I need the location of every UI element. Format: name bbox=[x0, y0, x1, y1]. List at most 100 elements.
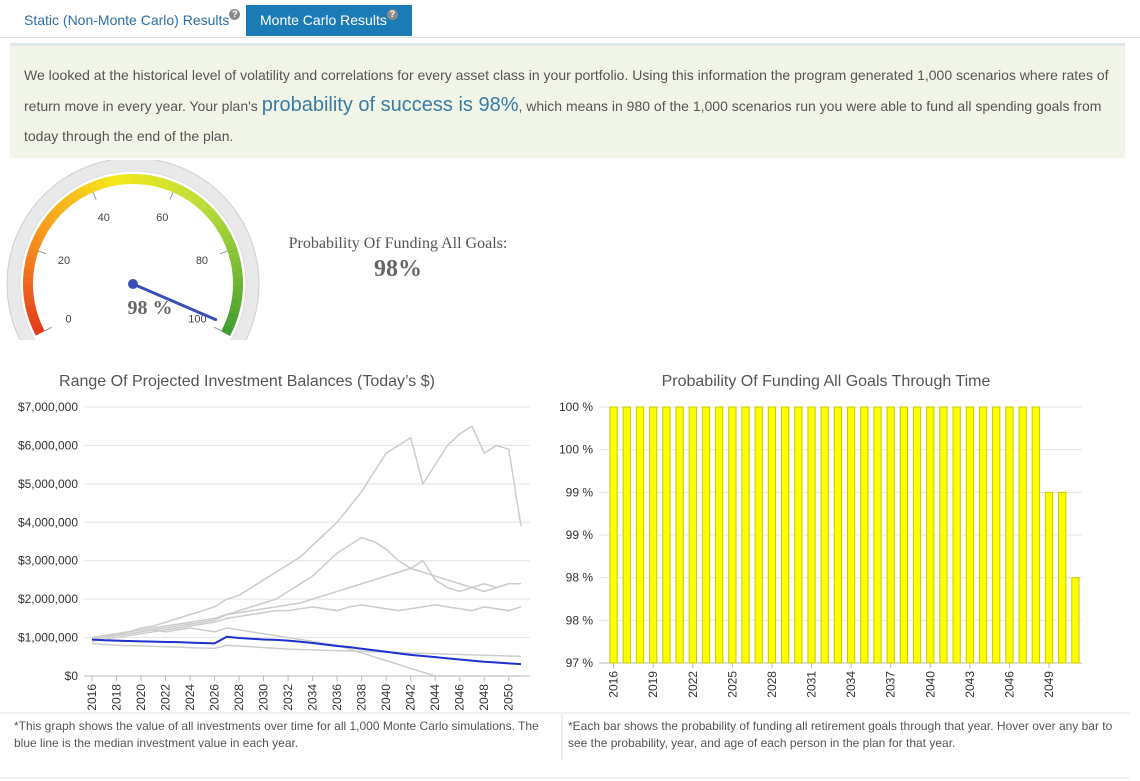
x-tick-label: 2038 bbox=[355, 684, 369, 711]
gauge-value-label: 98 % bbox=[128, 297, 173, 319]
bar bbox=[1071, 577, 1080, 664]
bar bbox=[754, 406, 763, 664]
bar bbox=[767, 406, 777, 664]
x-tick-label: 2031 bbox=[805, 671, 819, 698]
bar bbox=[741, 406, 750, 664]
y-tick-label: $1,000,000 bbox=[18, 631, 78, 645]
x-tick-label: 2046 bbox=[1002, 671, 1016, 698]
gauge-band bbox=[95, 178, 107, 190]
gauge-needle bbox=[131, 282, 218, 322]
bar bbox=[794, 406, 803, 664]
gauge-band bbox=[110, 174, 120, 187]
bar bbox=[780, 406, 790, 664]
gauge-band bbox=[173, 183, 185, 196]
gauge-band bbox=[231, 291, 243, 301]
help-icon[interactable]: ? bbox=[386, 9, 398, 20]
y-tick-label: $6,000,000 bbox=[18, 438, 78, 452]
x-tick-label: 2044 bbox=[428, 684, 442, 711]
x-tick-label: 2016 bbox=[85, 684, 99, 711]
bar bbox=[846, 406, 856, 664]
gauge-band bbox=[227, 247, 240, 259]
tab[interactable]: Static (Non-Monte Carlo) Results? bbox=[10, 5, 254, 36]
y-tick-label: 100 % bbox=[559, 400, 593, 414]
bar bbox=[662, 406, 671, 664]
tab-label: Monte Carlo Results bbox=[260, 12, 387, 28]
bar bbox=[912, 406, 922, 664]
gauge-tick-label: 80 bbox=[196, 255, 208, 267]
gauge-band bbox=[190, 194, 204, 207]
bar bbox=[1031, 406, 1040, 664]
x-tick-label: 2025 bbox=[725, 671, 739, 698]
x-tick-label: 2034 bbox=[844, 671, 858, 698]
gauge-band bbox=[47, 208, 60, 222]
gauge-band bbox=[224, 240, 238, 252]
gauge-band bbox=[32, 324, 45, 336]
gauge-band bbox=[38, 220, 52, 233]
bar bbox=[1058, 491, 1067, 664]
x-tick-label: 2019 bbox=[646, 671, 660, 698]
bar bbox=[926, 406, 935, 664]
gauge-band bbox=[185, 190, 198, 203]
gauge-band bbox=[146, 175, 156, 187]
gauge-band bbox=[222, 233, 235, 246]
bar bbox=[728, 406, 737, 664]
gauge-band bbox=[29, 240, 42, 252]
gauge-band bbox=[210, 214, 224, 228]
gauge-band bbox=[26, 247, 39, 258]
x-tick-label: 2032 bbox=[281, 684, 295, 711]
gauge-band bbox=[229, 255, 241, 265]
y-tick-label: 97 % bbox=[566, 656, 594, 670]
gauge-band bbox=[232, 269, 243, 279]
gauge-band bbox=[214, 221, 228, 233]
x-tick-label: 2040 bbox=[923, 671, 937, 698]
intro-text: We looked at the historical level of vol… bbox=[24, 67, 1109, 114]
series-line bbox=[91, 635, 522, 666]
y-tick-label: $3,000,000 bbox=[18, 554, 78, 568]
gauge-band bbox=[31, 233, 45, 245]
tab[interactable]: Monte Carlo Results? bbox=[246, 5, 412, 36]
x-tick-label: 2024 bbox=[183, 684, 197, 711]
bar bbox=[886, 406, 895, 664]
bar bbox=[635, 406, 645, 664]
gauge-band bbox=[23, 262, 36, 272]
bar bbox=[952, 406, 961, 664]
bar bbox=[860, 406, 869, 664]
x-tick-label: 2028 bbox=[765, 671, 779, 698]
bar bbox=[965, 406, 974, 664]
gauge-band bbox=[103, 176, 113, 188]
x-tick-label: 2036 bbox=[330, 684, 344, 711]
bar bbox=[715, 406, 724, 664]
gauge-tick-label: 40 bbox=[98, 212, 110, 224]
gauge-band bbox=[24, 298, 36, 308]
gauge-tick bbox=[44, 326, 53, 332]
gauge-band bbox=[42, 214, 56, 227]
series-line bbox=[91, 642, 522, 658]
needle-hub bbox=[128, 279, 138, 289]
gauge-tick-label: 20 bbox=[58, 255, 70, 267]
intro-box: We looked at the historical level of vol… bbox=[10, 43, 1125, 158]
y-tick-label: $7,000,000 bbox=[18, 400, 78, 414]
gauge-band bbox=[206, 209, 219, 222]
bar bbox=[807, 406, 816, 664]
help-icon[interactable]: ? bbox=[229, 9, 241, 20]
x-tick-label: 2030 bbox=[257, 684, 271, 711]
x-tick-label: 2022 bbox=[686, 671, 700, 698]
bar bbox=[873, 406, 882, 664]
summary-value: 98% bbox=[374, 256, 422, 282]
series-line bbox=[91, 559, 521, 639]
gauge-band bbox=[23, 291, 35, 300]
gauge-band bbox=[25, 304, 37, 315]
bar bbox=[688, 406, 697, 664]
footnote: *This graph shows the value of all inves… bbox=[14, 719, 539, 750]
y-tick-label: $4,000,000 bbox=[18, 515, 78, 529]
x-tick-label: 2046 bbox=[453, 684, 467, 711]
gauge-band bbox=[226, 311, 239, 323]
chart-title: Range Of Projected Investment Balances (… bbox=[59, 373, 435, 390]
x-tick-label: 2034 bbox=[306, 684, 320, 711]
bar bbox=[675, 406, 684, 664]
gauge-tick bbox=[213, 326, 222, 332]
bar bbox=[649, 406, 658, 664]
bar bbox=[1044, 491, 1054, 664]
gauge-face bbox=[19, 170, 247, 340]
series-line bbox=[91, 425, 522, 641]
